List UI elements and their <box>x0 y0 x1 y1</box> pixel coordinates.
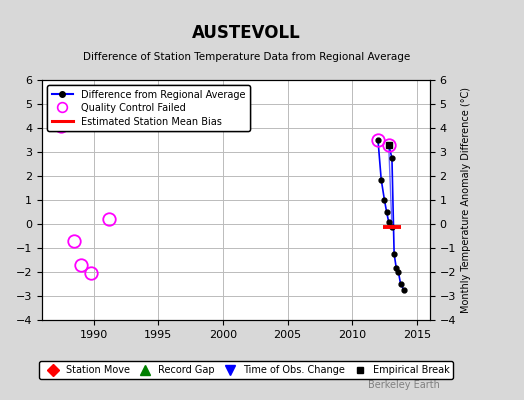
Y-axis label: Monthly Temperature Anomaly Difference (°C): Monthly Temperature Anomaly Difference (… <box>462 87 472 313</box>
Legend: Difference from Regional Average, Quality Control Failed, Estimated Station Mean: Difference from Regional Average, Qualit… <box>47 85 250 131</box>
Text: Berkeley Earth: Berkeley Earth <box>368 380 440 390</box>
Text: AUSTEVOLL: AUSTEVOLL <box>192 24 301 42</box>
Text: Difference of Station Temperature Data from Regional Average: Difference of Station Temperature Data f… <box>83 52 410 62</box>
Legend: Station Move, Record Gap, Time of Obs. Change, Empirical Break: Station Move, Record Gap, Time of Obs. C… <box>39 361 453 379</box>
